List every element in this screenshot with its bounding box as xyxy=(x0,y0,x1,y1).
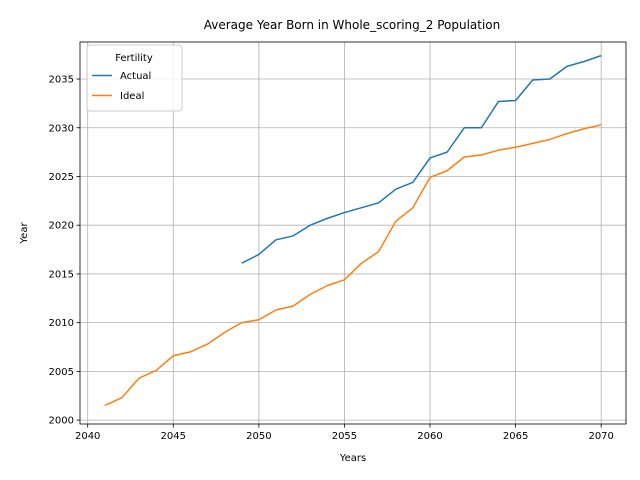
x-tick-label: 2060 xyxy=(417,431,442,442)
y-tick-label: 2000 xyxy=(49,416,74,427)
chart-title: Average Year Born in Whole_scoring_2 Pop… xyxy=(204,18,501,32)
x-tick-label: 2065 xyxy=(503,431,528,442)
x-tick-label: 2070 xyxy=(588,431,613,442)
y-tick-label: 2035 xyxy=(49,75,74,86)
axis-ticks: 2040 2045 2050 2055 2060 2065 2070 2000 2005 2010… xyxy=(49,75,614,442)
plot-area-frame xyxy=(79,41,627,425)
legend-label-ideal: Ideal xyxy=(120,91,144,102)
grid xyxy=(80,42,626,424)
series-line-actual xyxy=(241,54,602,264)
x-axis-title: Years xyxy=(339,453,366,464)
y-axis-title: Year xyxy=(19,222,30,245)
series-line-ideal xyxy=(104,124,602,407)
legend-items: Actual Ideal xyxy=(92,71,151,102)
legend: Fertility Actual Ideal xyxy=(86,44,183,112)
x-tick-label: 2040 xyxy=(75,431,100,442)
y-tick-label: 2005 xyxy=(49,367,74,378)
legend-title: Fertility xyxy=(115,53,153,64)
y-tick-label: 2020 xyxy=(49,221,74,232)
series-lines xyxy=(104,54,602,407)
y-tick-label: 2025 xyxy=(49,172,74,183)
x-tick-label: 2045 xyxy=(161,431,186,442)
x-tick-label: 2055 xyxy=(332,431,357,442)
y-tick-label: 2010 xyxy=(49,318,74,329)
y-tick-label: 2030 xyxy=(49,123,74,134)
x-tick-label: 2050 xyxy=(246,431,271,442)
y-tick-label: 2015 xyxy=(49,269,74,280)
legend-box xyxy=(86,44,183,112)
legend-label-actual: Actual xyxy=(120,71,151,82)
